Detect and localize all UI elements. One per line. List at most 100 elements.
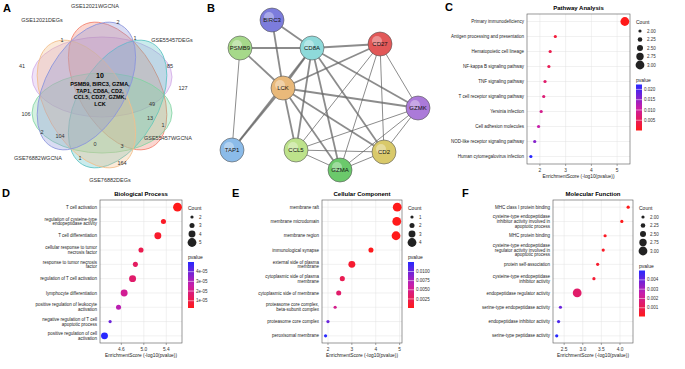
dot <box>547 65 550 68</box>
legend-size <box>410 215 413 218</box>
dot <box>336 290 341 295</box>
category-label: positive regulation of leukocyteactivati… <box>35 302 97 312</box>
colorbar-label: 0.0075 <box>416 278 430 283</box>
label-line: endopeptidase regulator activity <box>486 291 550 296</box>
colorbar-tick <box>639 298 645 299</box>
region-count: 49 <box>149 101 155 107</box>
label-line: NOD-like receptor signaling pathway <box>451 139 525 144</box>
x-tick <box>564 343 565 345</box>
category-label: peroxisomal membrane <box>272 333 320 338</box>
center-genes: PSMB9, BIRC3, GZMA, <box>70 81 130 87</box>
venn-set <box>17 5 156 166</box>
category-label: negative regulation of T cellapoptotic p… <box>42 317 98 327</box>
legend-label: 3.00 <box>650 249 659 254</box>
edge <box>232 48 312 150</box>
label-line: membrane <box>297 264 319 269</box>
label-line: necrosis factor <box>68 250 98 255</box>
colorbar-label: 0.010 <box>644 108 656 113</box>
dot <box>392 231 401 240</box>
dot <box>529 155 532 158</box>
legend-size <box>189 223 194 228</box>
edge <box>312 48 418 108</box>
legend-label: 3 <box>199 223 202 228</box>
dots <box>555 206 630 338</box>
grid-line-y <box>322 264 402 265</box>
dot <box>537 125 540 128</box>
legend-size <box>409 223 414 228</box>
colorbar-tick <box>636 89 642 90</box>
label-line: membrane region <box>284 233 320 238</box>
grid-line-y <box>527 156 630 157</box>
category-label: T cell activation <box>66 205 97 210</box>
colorbar-tick <box>408 280 414 281</box>
x-tick <box>327 343 328 345</box>
region-count: 41 <box>19 63 25 69</box>
colorbar-label: 0.0050 <box>416 287 430 292</box>
set-label: GSE55457WGCNA <box>144 135 192 141</box>
label-line: Human cytomegalovirus infection <box>458 154 525 159</box>
label-line: activation <box>78 336 98 341</box>
region-count: 85 <box>167 63 173 69</box>
legend-size <box>189 231 196 238</box>
dot <box>121 289 128 296</box>
plot-bg <box>100 200 182 343</box>
category-label: response to tumor necrosisfactor <box>43 260 98 270</box>
grid-line-y <box>553 335 633 336</box>
category-label: membrane region <box>284 233 320 238</box>
figure: GSE12021WGCNAGSE12021DEGsGSE55457DEGsGSE… <box>0 0 685 369</box>
x-tick-label: 4 <box>590 168 593 173</box>
category-label: endopeptidase regulator activity <box>486 291 550 296</box>
label-line: Antigen processing and presentation <box>451 34 525 39</box>
colorbar-label: 0.004 <box>647 277 659 282</box>
category-label: membrane raft <box>290 205 320 210</box>
category-label: Primary immunodeficiency <box>471 19 525 24</box>
plot-frame <box>100 200 182 343</box>
colorbar-tick <box>639 307 645 308</box>
chart-title: Molecular Function <box>565 191 620 197</box>
label-line: apoptotic process <box>515 252 551 257</box>
grid-line-y <box>100 278 182 279</box>
x-tick-label: 3.0 <box>579 347 586 352</box>
dot <box>161 219 166 224</box>
chart-title: Cellular Component <box>333 191 390 197</box>
dot <box>627 206 630 209</box>
plot-frame <box>527 14 630 164</box>
plot-bg <box>527 14 630 164</box>
legend-title: Count <box>188 205 202 211</box>
label-line: Cell adhesion molecules <box>475 124 525 129</box>
plot-bg <box>553 200 633 343</box>
dot <box>368 248 373 253</box>
dot-plot: DBiological ProcessT cell activationregu… <box>2 187 208 358</box>
legend-label: 5 <box>199 240 202 245</box>
x-tick-label: 2.5 <box>561 347 568 352</box>
node-label: CD27 <box>372 41 388 47</box>
center-genes: CCL5, CD27, GZMK, <box>74 94 127 100</box>
x-tick-label: 3.5 <box>598 347 605 352</box>
grid-line-y <box>322 235 402 236</box>
label-line: activation <box>78 307 98 312</box>
label-line: serine-type peptidase activity <box>492 333 551 338</box>
category-label: T cell differentiation <box>58 233 97 238</box>
legend-label: 2.50 <box>650 232 659 237</box>
legend-size <box>190 215 193 218</box>
panel-label: D <box>2 187 10 199</box>
legend-label: 4 <box>199 232 202 237</box>
node-label: CD2 <box>378 149 391 155</box>
colorbar-tick <box>636 109 642 110</box>
label-line: proteasome core complex <box>267 319 320 324</box>
x-tick-label: 5 <box>616 168 619 173</box>
x-axis-title: EnrichmentScore (-log10(pvalue)) <box>557 353 629 358</box>
network: BIRC3CD27PSMB9CD8ALCKGZMKTAP1CD2CCL5GZMA <box>220 8 430 182</box>
category-label: Yersinia infection <box>490 109 524 114</box>
dot <box>326 320 329 323</box>
dot <box>392 217 401 226</box>
label-line: cytoplasmic side of membrane <box>258 291 319 296</box>
edge <box>312 48 384 152</box>
category-label: T cell receptor signaling pathway <box>459 94 525 99</box>
label-line: lymphocyte differentiation <box>46 291 97 296</box>
colorbar-title: pvalue <box>636 77 651 83</box>
category-label: cysteine-type endopeptidaseinhibitor act… <box>493 214 551 229</box>
set-label: GSE12021DEGs <box>21 17 63 23</box>
legend-label: 2.25 <box>647 37 656 42</box>
label-line: T cell receptor signaling pathway <box>459 94 525 99</box>
